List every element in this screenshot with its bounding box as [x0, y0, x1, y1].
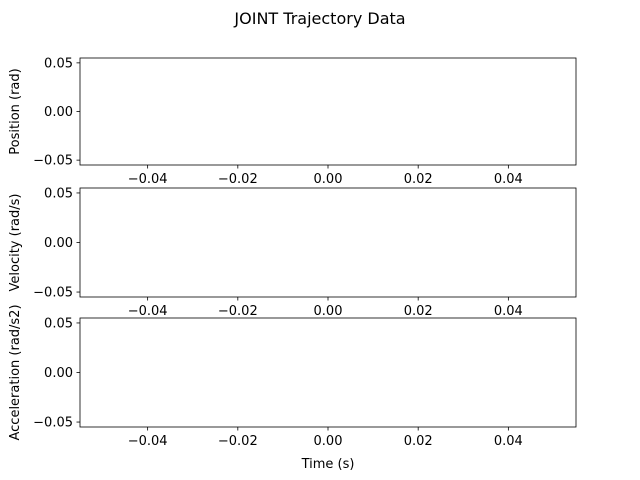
x-tick-label: −0.04 — [128, 434, 168, 449]
x-tick-label: 0.00 — [314, 304, 343, 319]
subplot-1: −0.04 −0.02 0.00 0.02 0.04 0.05 0.00 −0.05 Posit… — [8, 56, 577, 187]
subplot-2: −0.04 −0.02 0.00 0.02 0.04 0.05 0.00 −0.05 Veloc… — [8, 186, 577, 319]
y-tick-label: −0.05 — [33, 416, 73, 431]
x-tick-label: 0.02 — [404, 172, 433, 187]
y-tick-label: 0.05 — [44, 316, 73, 331]
x-axis-label: Time (s) — [301, 457, 355, 472]
y-tick-label: −0.05 — [33, 154, 73, 169]
subplots: −0.04 −0.02 0.00 0.02 0.04 0.05 0.00 −0.05 Posit… — [8, 56, 577, 472]
plot-frame — [79, 317, 577, 428]
x-tick-label: 0.00 — [314, 172, 343, 187]
x-tick-label: −0.04 — [128, 304, 168, 319]
x-tick-label: −0.04 — [128, 172, 168, 187]
x-tick-label: −0.02 — [218, 304, 258, 319]
y-tick-label: 0.00 — [44, 105, 73, 120]
subplot-3: −0.04 −0.02 0.00 0.02 0.04 0.05 0.00 −0.05 Accel… — [8, 304, 577, 472]
y-tick-label: 0.00 — [44, 236, 73, 251]
x-tick-label: 0.00 — [314, 434, 343, 449]
x-tick-label: −0.02 — [218, 172, 258, 187]
y-axis-label: Velocity (rad/s) — [8, 194, 23, 292]
y-axis-label: Acceleration (rad/s2) — [8, 304, 23, 440]
y-tick-label: 0.00 — [44, 366, 73, 381]
x-tick-label: 0.04 — [494, 304, 523, 319]
x-tick-label: −0.02 — [218, 434, 258, 449]
x-tick-label: 0.02 — [404, 304, 433, 319]
figure-title: JOINT Trajectory Data — [233, 9, 405, 28]
plot-frame — [79, 57, 577, 166]
x-tick-label: 0.04 — [494, 434, 523, 449]
y-tick-label: −0.05 — [33, 286, 73, 301]
plot-frame — [79, 187, 577, 298]
y-axis-label: Position (rad) — [8, 68, 23, 154]
y-tick-label: 0.05 — [44, 186, 73, 201]
y-tick-label: 0.05 — [44, 56, 73, 71]
x-tick-label: 0.04 — [494, 172, 523, 187]
x-tick-label: 0.02 — [404, 434, 433, 449]
